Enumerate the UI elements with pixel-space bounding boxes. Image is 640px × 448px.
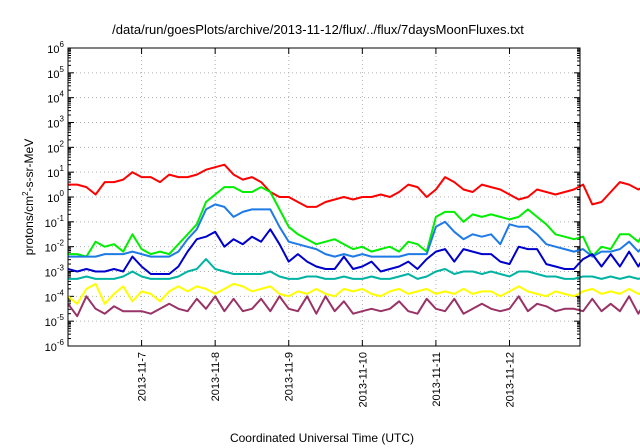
y-axis-label: protons/cm2-s-sr-MeV: [21, 139, 36, 255]
y-tick-label: 103: [47, 115, 64, 131]
y-tick-label: 106: [47, 40, 64, 56]
series-line-7: [67, 295, 640, 318]
series-line-1: [68, 163, 640, 208]
y-tick-label: 10-5: [45, 313, 65, 329]
series-lines: [67, 163, 640, 318]
series-line-5: [68, 258, 640, 280]
x-tick-label: 2013-11-11: [431, 352, 443, 407]
series-line-2: [68, 186, 640, 258]
x-tick-label: 2013-11-7: [137, 352, 149, 401]
y-tick-label: 101: [47, 164, 64, 180]
y-tick-label: 104: [47, 90, 64, 106]
series-line-3: [68, 203, 640, 258]
grid: [68, 47, 580, 347]
y-tick-label: 105: [47, 65, 64, 81]
y-axis-label-rest: -s-sr-MeV: [22, 139, 36, 192]
y-axis-label-main: protons/cm: [22, 196, 36, 255]
y-tick-label: 102: [47, 139, 64, 155]
series-line-6: [67, 282, 640, 305]
chart-title: /data/run/goesPlots/archive/2013-11-12/f…: [112, 22, 524, 37]
series-line-4: [67, 228, 640, 275]
x-tick-label: 2013-11-12: [504, 352, 516, 407]
x-tick-label: 2013-11-10: [357, 352, 369, 407]
x-tick-label: 2013-11-9: [284, 352, 296, 401]
y-tick-label: 10-6: [45, 338, 65, 354]
x-tick-labels: 2013-11-7 2013-11-8 2013-11-9 2013-11-10 201…: [137, 352, 517, 407]
y-tick-label: 10-4: [45, 288, 65, 304]
y-tick-label: 10-3: [45, 264, 65, 280]
plot-frame: [67, 47, 581, 347]
y-axis-label-exp: 2: [21, 191, 30, 196]
x-tick-label: 2013-11-8: [210, 352, 222, 401]
y-tick-labels: 10-6 10-5 10-4 10-3 10-2 10-1 100 101 102 103 104 1…: [45, 40, 65, 354]
y-tick-label: 10-1: [45, 214, 65, 230]
y-tick-label: 10-2: [45, 239, 65, 255]
x-axis-label: Coordinated Universal Time (UTC): [230, 431, 414, 445]
y-tick-label: 100: [47, 189, 64, 205]
